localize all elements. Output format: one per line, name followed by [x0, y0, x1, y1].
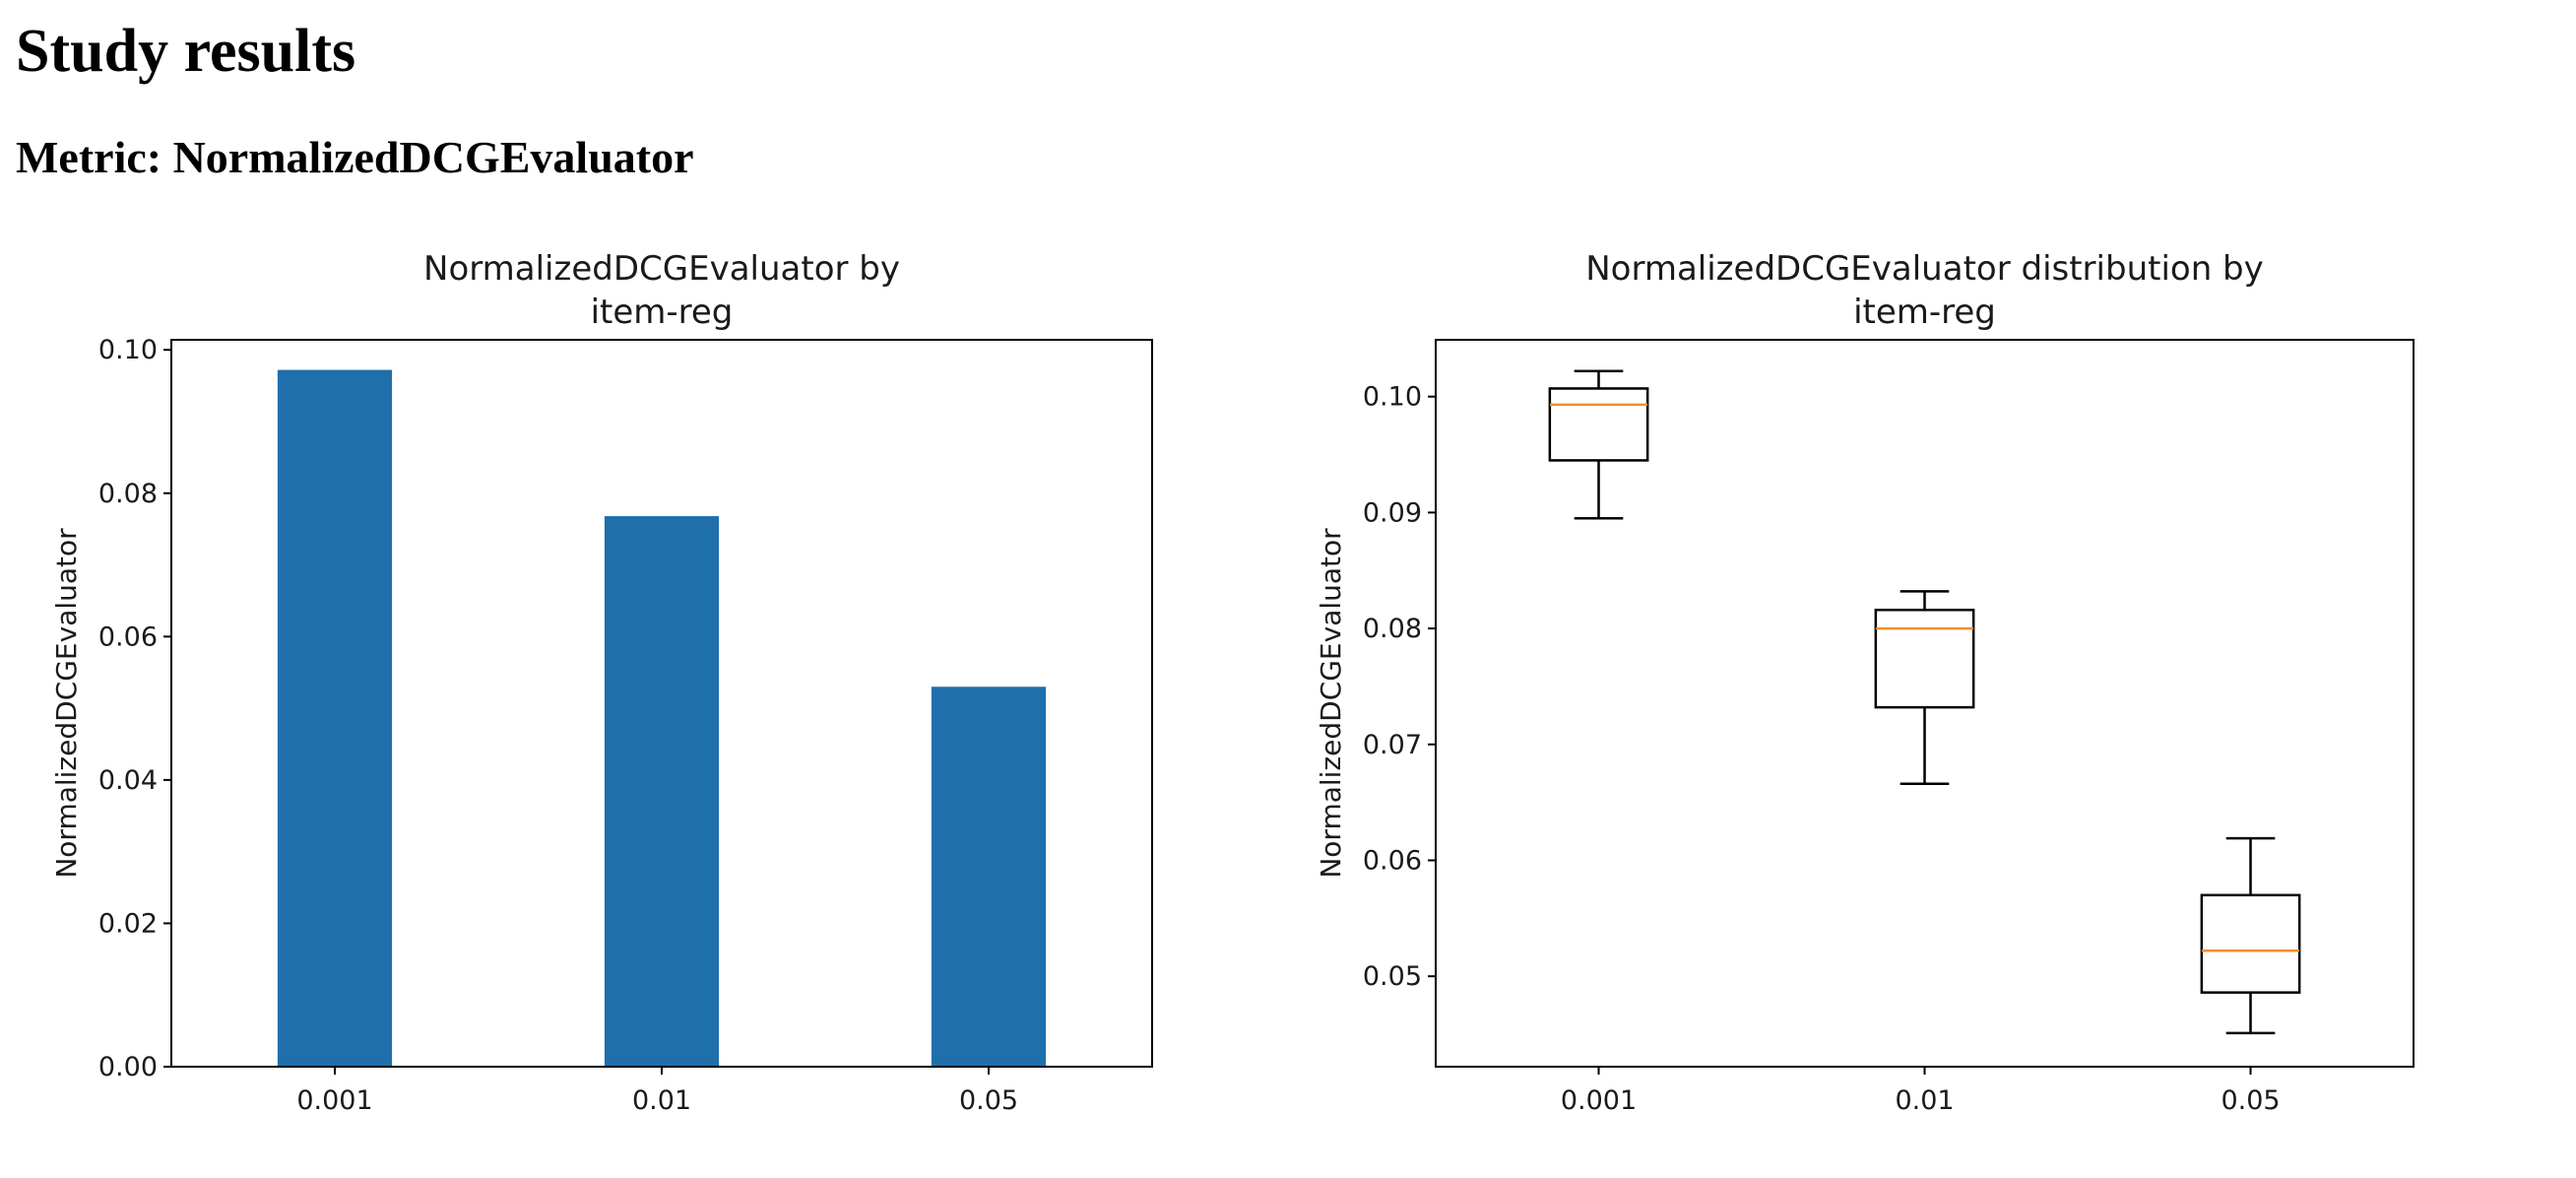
y-tick-label: 0.06 — [98, 622, 158, 652]
bar-0.01 — [604, 516, 720, 1067]
y-tick-label: 0.02 — [98, 908, 158, 939]
y-tick-label: 0.10 — [98, 335, 158, 365]
bar-chart-y-axis-label: NormalizedDCGEvaluator — [50, 528, 83, 879]
bar-chart-title-line-2: item-reg — [591, 293, 734, 332]
y-tick-label: 0.08 — [98, 479, 158, 509]
x-tick-label: 0.05 — [959, 1085, 1018, 1116]
y-tick-label: 0.00 — [98, 1052, 158, 1082]
page-title: Study results — [16, 18, 356, 85]
bar-chart-frame — [170, 339, 1153, 1068]
y-tick-label: 0.04 — [98, 765, 158, 796]
x-tick-label: 0.001 — [296, 1085, 372, 1116]
bar-chart-title-line-1: NormalizedDCGEvaluator by — [423, 249, 900, 289]
x-tick-label: 0.01 — [632, 1085, 691, 1116]
metric-heading: Metric: NormalizedDCGEvaluator — [16, 132, 694, 182]
bar-0.001 — [277, 369, 393, 1067]
bar-0.05 — [931, 687, 1047, 1067]
